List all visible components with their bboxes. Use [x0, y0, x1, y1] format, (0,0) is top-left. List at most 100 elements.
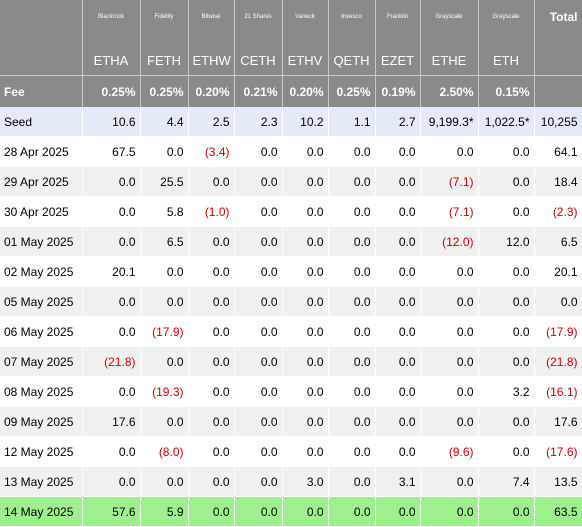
issuer-name: Grayscale	[420, 0, 479, 45]
flow-value: 0.0	[282, 256, 329, 287]
flow-value: 5.8	[140, 196, 189, 227]
flow-value: 0.0	[328, 166, 376, 197]
total-header: Total	[534, 0, 582, 45]
fee-value: 0.21%	[234, 75, 283, 107]
ticker: ETH	[478, 45, 535, 76]
flow-value: 3.2	[478, 376, 535, 407]
fee-value: 0.20%	[282, 75, 329, 107]
flow-value: 0.0	[420, 286, 479, 317]
flow-value: (2.3)	[534, 196, 582, 227]
row-label: 13 May 2025	[0, 466, 83, 497]
issuer-name: Bitwise	[188, 0, 235, 45]
flow-value: 0.0	[140, 466, 189, 497]
flow-value: 0.0	[328, 226, 376, 257]
flow-value: 3.0	[282, 466, 329, 497]
flow-value: 0.0	[328, 436, 376, 467]
flow-value: 0.0	[234, 496, 283, 527]
ticker-row: ETHA FETH ETHW CETH ETHV QETH EZET ETHE ETH	[0, 45, 582, 76]
row-label: 12 May 2025	[0, 436, 83, 467]
row-label: 29 Apr 2025	[0, 166, 83, 197]
issuer-name: Invesco	[328, 0, 376, 45]
flow-value: 0.0	[375, 346, 421, 377]
flow-value: 0.0	[478, 136, 535, 167]
flow-value: 20.1	[82, 256, 141, 287]
flow-value: (21.8)	[82, 346, 141, 377]
flow-value: 0.0	[82, 196, 141, 227]
corner-cell	[0, 0, 83, 45]
flow-value: 0.0	[328, 406, 376, 437]
flow-value: 10,255	[534, 107, 582, 137]
flow-value: 0.0	[420, 256, 479, 287]
ticker: ETHV	[282, 45, 329, 76]
data-row: Seed 10.6 4.4 2.5 2.3 10.2 1.1 2.7 9,199.3* 1,022…	[0, 107, 582, 137]
flow-value: 0.0	[188, 166, 235, 197]
flow-value: 0.0	[328, 346, 376, 377]
data-row: 08 May 2025 0.0 (19.3) 0.0 0.0 0.0 0.0 0.0 0.0 3.…	[0, 376, 582, 407]
flow-value: 0.0	[234, 166, 283, 197]
flow-value: 0.0	[188, 256, 235, 287]
flow-value: 0.0	[188, 436, 235, 467]
flow-value: 13.5	[534, 466, 582, 497]
flow-value: (16.1)	[534, 376, 582, 407]
flow-value: 0.0	[420, 316, 479, 347]
row-label: 30 Apr 2025	[0, 196, 83, 227]
flow-value: 0.0	[420, 136, 479, 167]
flow-value: 0.0	[328, 136, 376, 167]
flow-value: 0.0	[375, 436, 421, 467]
data-row: 05 May 2025 0.0 0.0 0.0 0.0 0.0 0.0 0.0 0.0 0.0 0.…	[0, 286, 582, 317]
flow-value: 1,022.5*	[478, 107, 535, 137]
data-row: 28 Apr 2025 67.5 0.0 (3.4) 0.0 0.0 0.0 0.0 0.0 0.…	[0, 136, 582, 167]
flow-value: 0.0	[478, 316, 535, 347]
flow-value: (12.0)	[420, 226, 479, 257]
flow-value: 2.5	[188, 107, 235, 137]
flow-value: 0.0	[375, 196, 421, 227]
row-label: 05 May 2025	[0, 286, 83, 317]
ticker: ETHA	[82, 45, 141, 76]
flow-value: 0.0	[328, 196, 376, 227]
flow-value: 0.0	[375, 316, 421, 347]
flow-value: 0.0	[375, 406, 421, 437]
issuer-row: Blackrock Fidelity Bitwise 21 Shares Vaneck I…	[0, 0, 582, 45]
flow-value: 0.0	[328, 316, 376, 347]
flow-value: 0.0	[420, 496, 479, 527]
flow-value: 0.0	[420, 406, 479, 437]
flow-value: 0.0	[328, 496, 376, 527]
flow-value: 0.0	[328, 376, 376, 407]
flow-value: 0.0	[234, 466, 283, 497]
flow-value: 0.0	[188, 466, 235, 497]
flow-value: 0.0	[328, 286, 376, 317]
fee-label: Fee	[0, 75, 83, 107]
issuer-name: Franklin	[375, 0, 421, 45]
flow-value: 0.0	[478, 346, 535, 377]
flow-value: 0.0	[140, 346, 189, 377]
flow-value: 17.6	[534, 406, 582, 437]
flow-value: 0.0	[478, 196, 535, 227]
flow-value: 0.0	[282, 316, 329, 347]
flow-value: (1.0)	[188, 196, 235, 227]
ticker: EZET	[375, 45, 421, 76]
flow-value: 63.5	[534, 496, 582, 527]
issuer-name: Vaneck	[282, 0, 329, 45]
flow-value: 0.0	[188, 406, 235, 437]
flow-value: 7.4	[478, 466, 535, 497]
issuer-name: Fidelity	[140, 0, 189, 45]
flow-value: 2.7	[375, 107, 421, 137]
flow-value: 17.6	[82, 406, 141, 437]
flow-value: 9,199.3*	[420, 107, 479, 137]
flow-value: 0.0	[375, 256, 421, 287]
flow-value: 0.0	[478, 496, 535, 527]
data-row: 13 May 2025 0.0 0.0 0.0 0.0 3.0 0.0 3.1 0.0 7.4 13…	[0, 466, 582, 497]
row-label: 09 May 2025	[0, 406, 83, 437]
flow-value: 0.0	[375, 496, 421, 527]
flow-value: 3.1	[375, 466, 421, 497]
flow-value: (7.1)	[420, 196, 479, 227]
flow-value: 0.0	[140, 406, 189, 437]
flow-value: 0.0	[234, 256, 283, 287]
flow-value: 0.0	[188, 496, 235, 527]
data-row: 07 May 2025 (21.8) 0.0 0.0 0.0 0.0 0.0 0.0 0.0 0.…	[0, 346, 582, 377]
flow-value: 0.0	[375, 136, 421, 167]
flow-value: 0.0	[282, 166, 329, 197]
row-label: 08 May 2025	[0, 376, 83, 407]
issuer-name: Grayscale	[478, 0, 535, 45]
ticker: FETH	[140, 45, 189, 76]
